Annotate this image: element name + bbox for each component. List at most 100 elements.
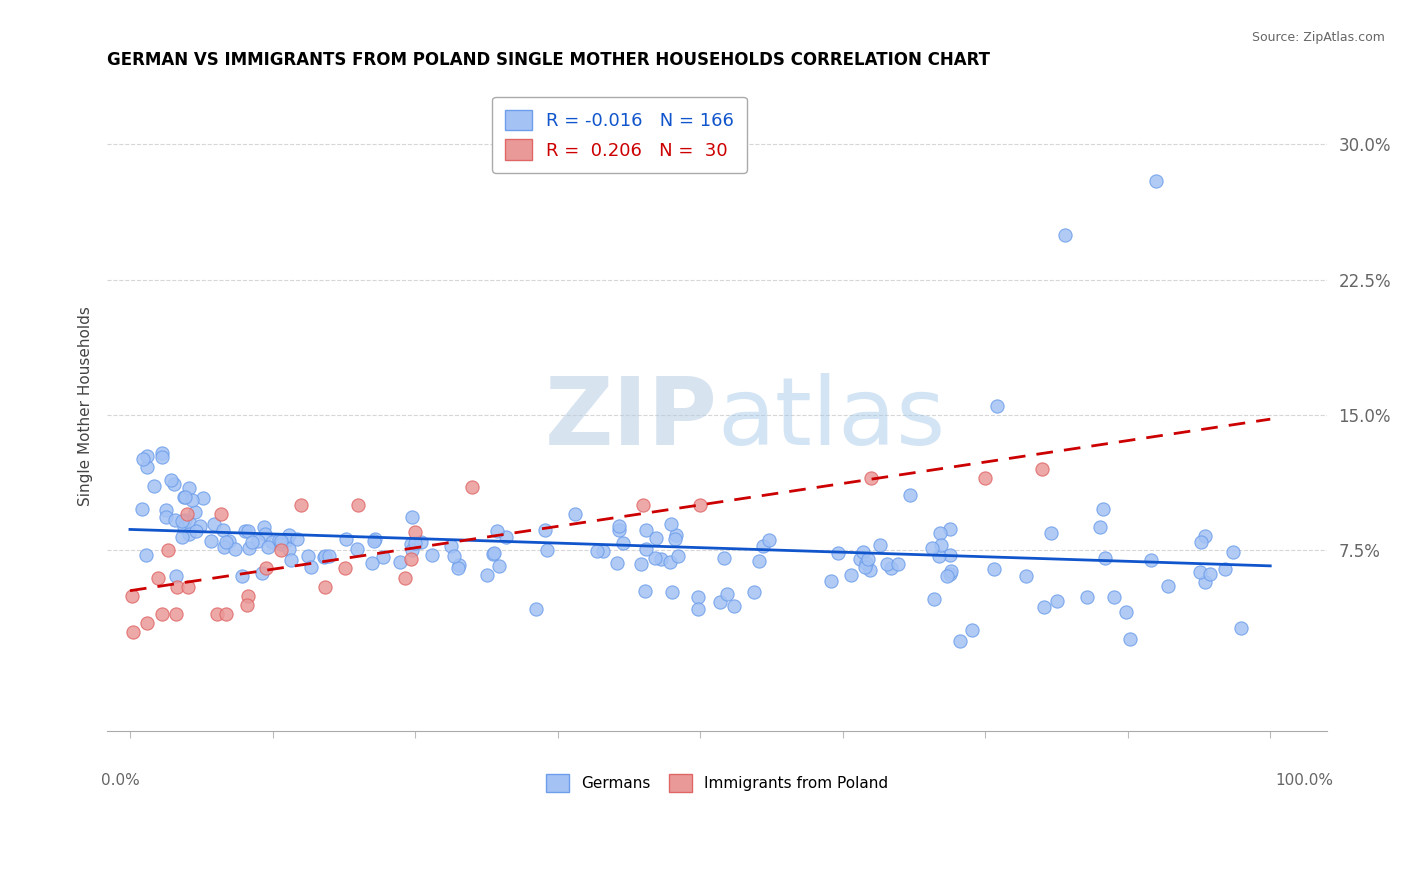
Point: [218, 533, 240, 548]
Point: [1189, 565, 1212, 579]
Point: [177, 481, 200, 495]
Point: [247, 534, 270, 549]
Point: [960, 623, 983, 637]
Point: [607, 524, 630, 538]
Point: [231, 569, 253, 583]
Point: [209, 508, 232, 522]
Point: [1115, 605, 1137, 619]
Point: [363, 534, 385, 549]
Point: [1015, 569, 1038, 583]
Point: [389, 555, 412, 569]
Point: [364, 533, 387, 547]
Point: [174, 513, 197, 527]
Point: [165, 569, 187, 583]
Point: [631, 499, 654, 513]
Point: [876, 557, 898, 571]
Point: [1094, 551, 1116, 566]
Point: [443, 549, 465, 563]
Point: [839, 567, 862, 582]
Point: [644, 550, 666, 565]
Point: [177, 526, 200, 541]
Point: [254, 561, 277, 575]
Point: [564, 507, 586, 521]
Point: [929, 525, 952, 540]
Point: [634, 524, 657, 538]
Point: [536, 543, 558, 558]
Point: [939, 567, 962, 582]
Point: [1053, 227, 1076, 242]
Y-axis label: Single Mother Households: Single Mother Households: [79, 306, 93, 506]
Point: [186, 524, 208, 538]
Point: [163, 477, 186, 491]
Point: [661, 584, 683, 599]
Point: [1198, 567, 1220, 582]
Point: [224, 541, 246, 556]
Text: 100.0%: 100.0%: [1275, 773, 1333, 788]
Point: [723, 599, 745, 613]
Point: [524, 602, 547, 616]
Point: [193, 491, 215, 505]
Point: [852, 544, 875, 558]
Point: [939, 522, 962, 536]
Point: [898, 488, 921, 502]
Point: [166, 580, 188, 594]
Point: [475, 567, 498, 582]
Point: [318, 549, 340, 563]
Point: [1194, 529, 1216, 543]
Point: [949, 633, 972, 648]
Point: [486, 524, 509, 538]
Point: [200, 534, 222, 549]
Point: [346, 542, 368, 557]
Point: [606, 556, 628, 570]
Point: [495, 530, 517, 544]
Point: [481, 547, 503, 561]
Point: [132, 451, 155, 466]
Point: [869, 538, 891, 552]
Point: [252, 566, 274, 580]
Point: [312, 549, 335, 564]
Point: [1157, 579, 1180, 593]
Point: [205, 607, 228, 621]
Point: [173, 520, 195, 534]
Point: [928, 549, 950, 563]
Point: [716, 587, 738, 601]
Point: [150, 607, 173, 621]
Point: [1189, 535, 1212, 549]
Point: [121, 624, 143, 639]
Point: [592, 543, 614, 558]
Point: [1144, 173, 1167, 187]
Point: [1229, 621, 1251, 635]
Point: [1092, 502, 1115, 516]
Legend: Germans, Immigrants from Poland: Germans, Immigrants from Poland: [537, 765, 897, 801]
Point: [634, 584, 657, 599]
Point: [150, 450, 173, 464]
Point: [176, 508, 198, 522]
Point: [335, 533, 357, 547]
Point: [314, 549, 336, 563]
Point: [1046, 594, 1069, 608]
Point: [401, 543, 423, 558]
Point: [820, 574, 842, 588]
Point: [347, 499, 370, 513]
Point: [242, 534, 264, 549]
Point: [1102, 590, 1125, 604]
Point: [482, 546, 505, 560]
Point: [447, 561, 470, 575]
Point: [665, 528, 688, 542]
Point: [157, 543, 180, 558]
Point: [744, 585, 766, 599]
Point: [267, 533, 290, 548]
Point: [253, 520, 276, 534]
Point: [666, 549, 689, 563]
Point: [534, 523, 557, 537]
Point: [135, 449, 157, 463]
Point: [748, 554, 770, 568]
Point: [853, 560, 876, 574]
Point: [299, 560, 322, 574]
Point: [150, 446, 173, 460]
Point: [278, 528, 301, 542]
Point: [645, 531, 668, 545]
Point: [1040, 525, 1063, 540]
Point: [214, 535, 236, 549]
Point: [404, 525, 426, 540]
